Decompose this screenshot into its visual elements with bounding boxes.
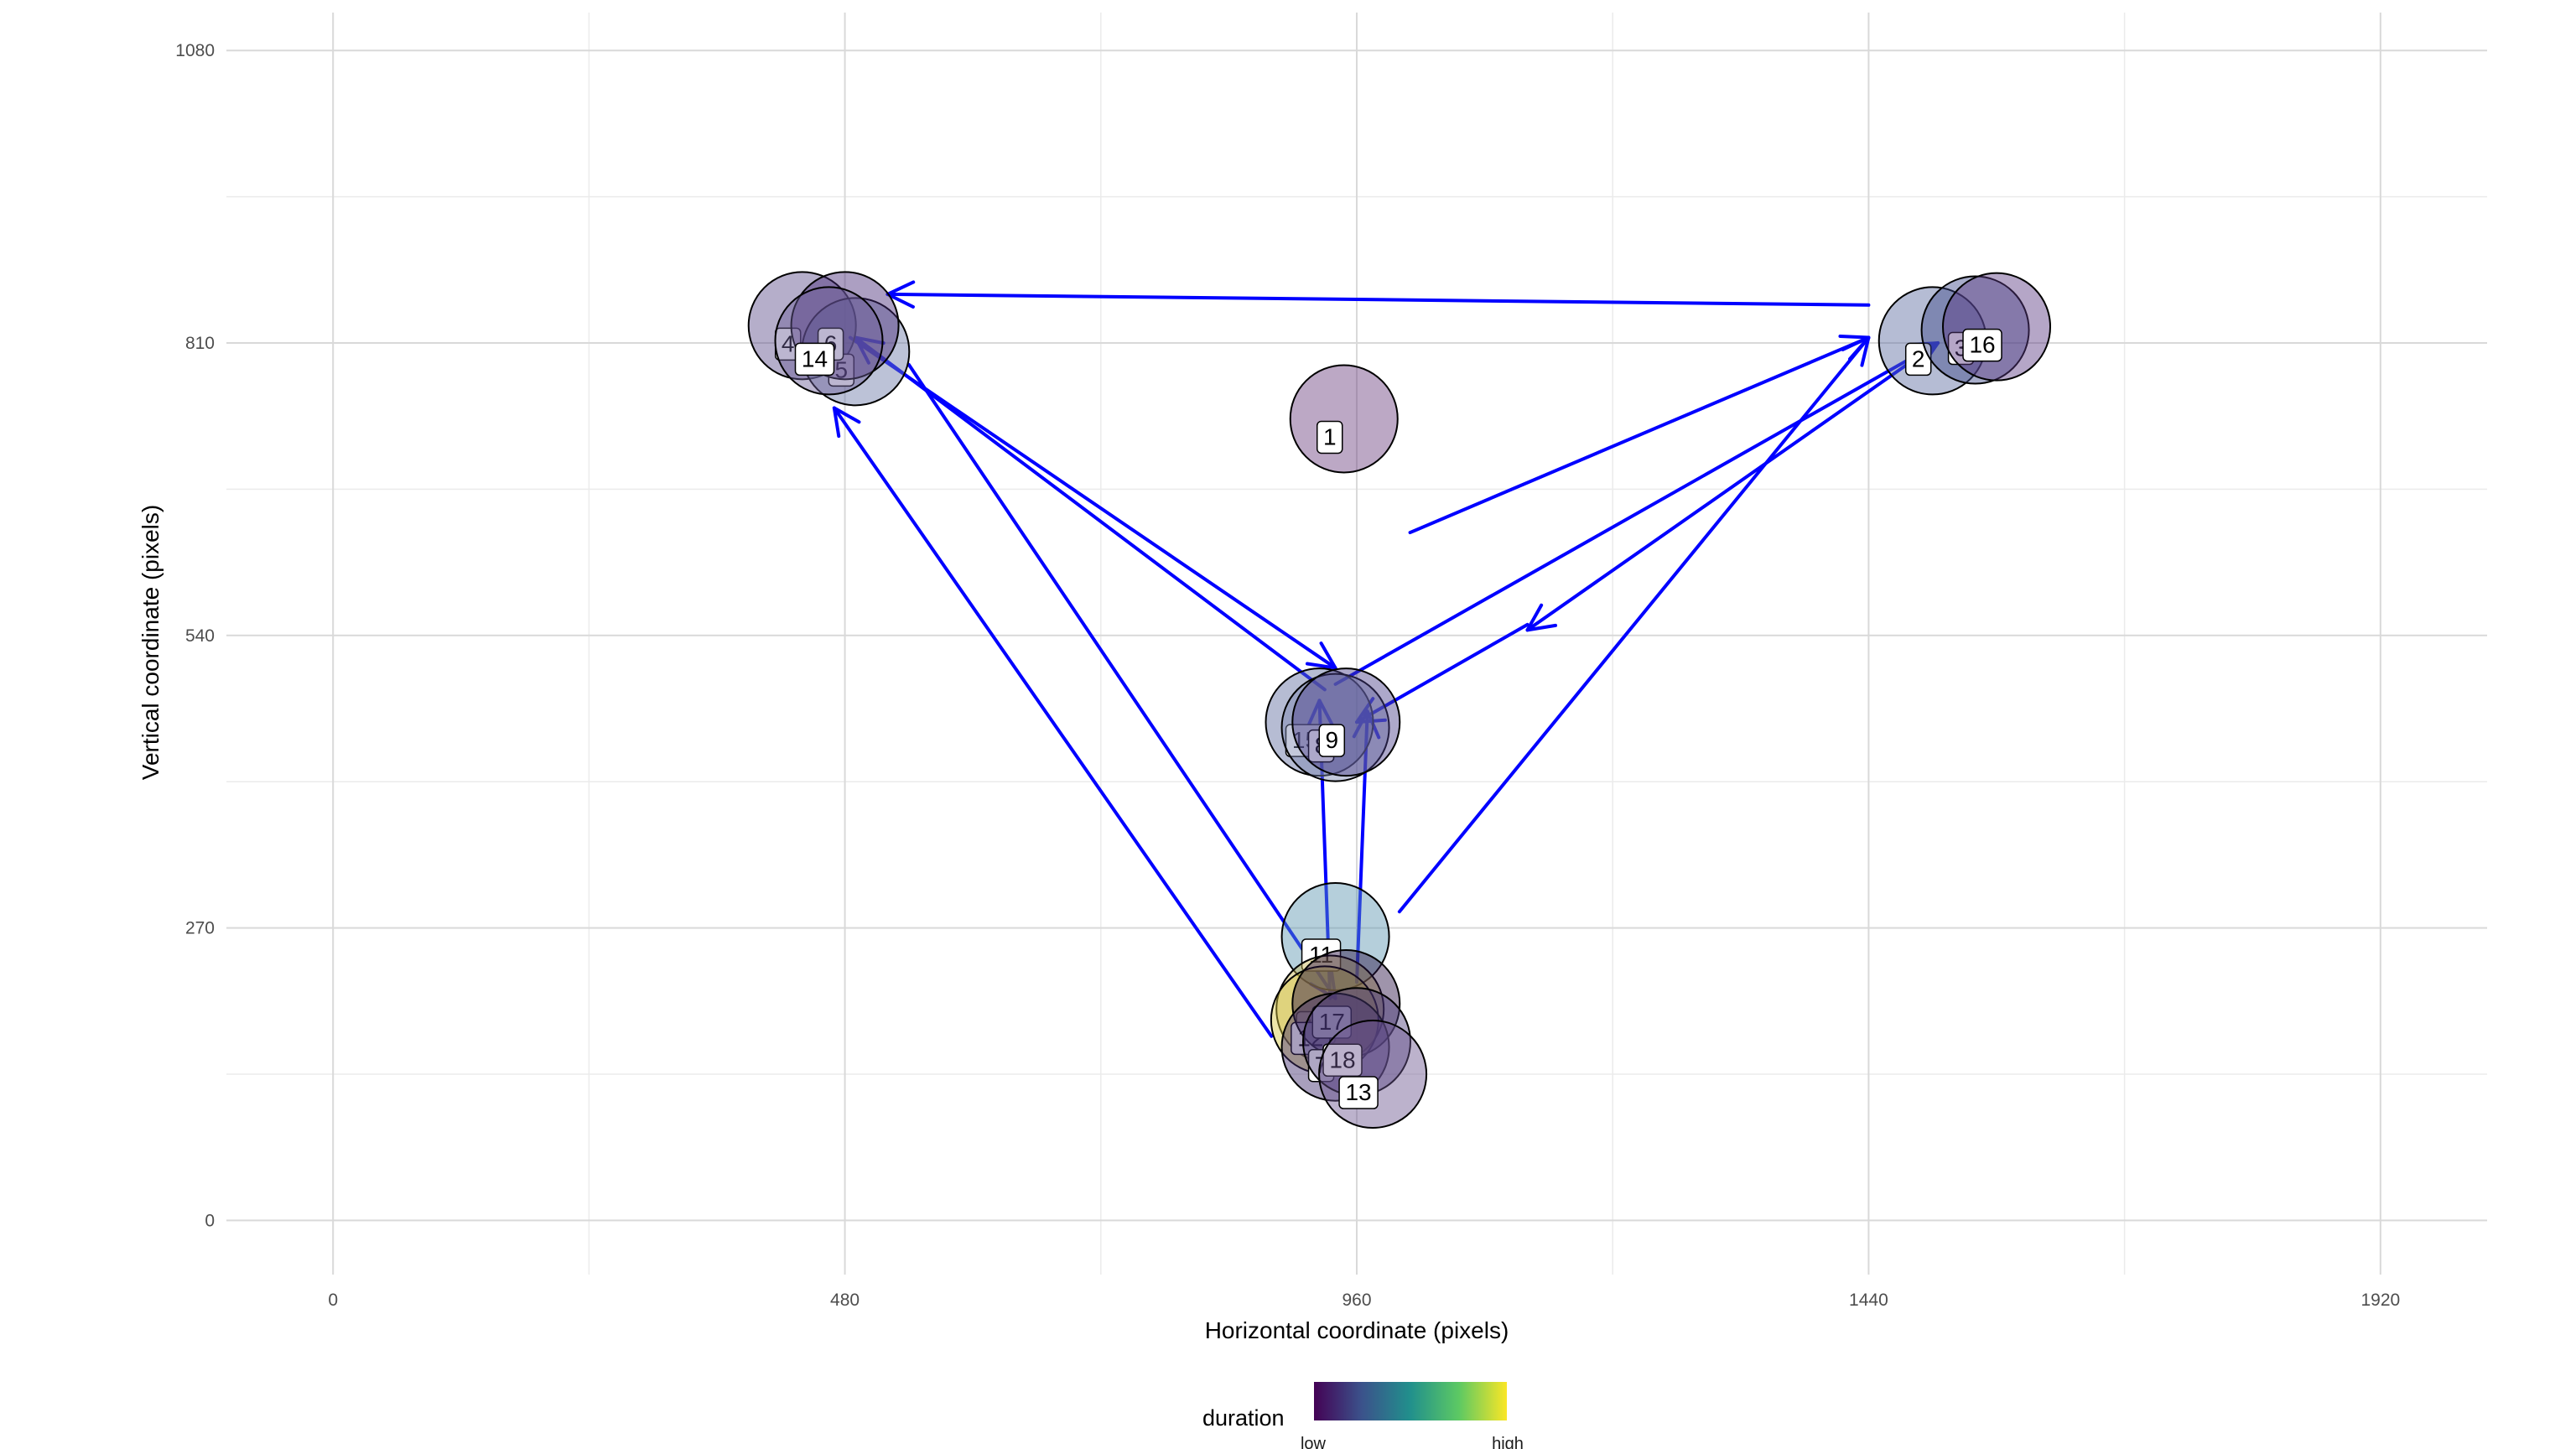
legend-title: duration xyxy=(1202,1405,1285,1431)
tick-layer: 0 480 960 1440 1920 0 270 540 810 1080 xyxy=(175,41,2400,1310)
y-tick-label: 270 xyxy=(185,919,215,938)
fixation-label: 13 xyxy=(1345,1079,1371,1105)
saccade-arrowhead xyxy=(1305,641,1337,670)
saccade-line xyxy=(1397,335,1871,914)
saccade-arrow xyxy=(1352,709,1381,984)
fixation-label: 2 xyxy=(1912,345,1925,371)
fixation-label: 5 xyxy=(835,356,849,382)
fixation-label: 11 xyxy=(1309,942,1333,968)
saccade-arrowhead xyxy=(1525,603,1558,632)
y-axis-title: Vertical coordinate (pixels) xyxy=(138,505,164,780)
y-tick-label: 540 xyxy=(185,626,215,646)
fixation-label: 18 xyxy=(1329,1046,1355,1072)
legend-low-label: low xyxy=(1301,1435,1327,1449)
fixation-label: 14 xyxy=(802,345,828,371)
saccade-arrowhead xyxy=(1355,697,1387,724)
y-tick-label: 1080 xyxy=(175,41,215,60)
x-tick-label: 0 xyxy=(328,1291,338,1310)
fixation-1: 1 xyxy=(1289,364,1399,474)
x-axis-title: Horizontal coordinate (pixels) xyxy=(1205,1317,1509,1343)
fixation-label: 4 xyxy=(782,330,795,356)
fixation-circle xyxy=(1289,364,1399,474)
fixation-9: 9 xyxy=(1291,667,1401,777)
fixation-14: 14 xyxy=(774,286,884,396)
fixation-label-box xyxy=(1318,724,1346,757)
x-tick-label: 1440 xyxy=(1849,1291,1888,1310)
saccade-arrow xyxy=(1397,335,1871,914)
fixation-circle xyxy=(1318,1020,1428,1130)
fixation-label: 1 xyxy=(1323,423,1337,449)
saccade-line xyxy=(886,292,1871,307)
saccade-line xyxy=(832,406,1274,1038)
saccade-arrow xyxy=(848,335,1337,670)
saccade-arrowhead xyxy=(1306,699,1335,729)
x-tick-label: 480 xyxy=(830,1291,860,1310)
saccade-arrowhead xyxy=(832,406,861,439)
fixation-label: 9 xyxy=(1325,727,1338,753)
fixation-label-box xyxy=(1316,420,1343,454)
fixation-18: 18 xyxy=(1302,987,1411,1097)
saccade-line xyxy=(1525,341,1940,632)
legend-high-label: high xyxy=(1492,1435,1524,1449)
fixation-16: 16 xyxy=(1942,272,2052,382)
fixation-circle xyxy=(1291,667,1401,777)
fixation-circle xyxy=(774,286,884,396)
fixation-label-box xyxy=(1338,1076,1379,1109)
saccade-arrowhead xyxy=(1309,968,1337,1000)
saccade-line xyxy=(848,335,1337,670)
fixation-label-box xyxy=(1962,328,2002,362)
fixation-2: 2 xyxy=(1877,286,1987,396)
y-tick-label: 0 xyxy=(205,1211,215,1230)
saccade-line xyxy=(1333,341,1940,686)
y-tick-label: 810 xyxy=(185,334,215,353)
saccade-arrow xyxy=(906,362,1337,1000)
saccade-line xyxy=(906,362,1337,1000)
saccade-arrowhead xyxy=(854,335,886,365)
saccade-line xyxy=(1355,709,1369,984)
x-tick-label: 1920 xyxy=(2360,1291,2400,1310)
legend-colorbar xyxy=(1313,1382,1508,1420)
x-tick-label: 960 xyxy=(1342,1291,1371,1310)
saccade-arrowhead xyxy=(1841,335,1871,367)
fixation-label-box xyxy=(1322,1043,1363,1078)
fixation-11: 11 xyxy=(1280,881,1390,991)
saccade-arrow xyxy=(1525,341,1940,632)
fixation-13: 13 xyxy=(1318,1020,1428,1130)
saccade-arrowhead xyxy=(1352,709,1381,740)
fixation-label-box xyxy=(794,342,835,377)
fixation-layer: 123164561415891110121771813 xyxy=(747,271,2052,1130)
saccade-arrow xyxy=(832,406,1274,1038)
saccade-line xyxy=(1408,335,1871,535)
fixation-label: 16 xyxy=(1969,332,1995,358)
color-legend: duration low high xyxy=(1202,1382,1524,1449)
fixation-circle xyxy=(1942,272,2052,382)
